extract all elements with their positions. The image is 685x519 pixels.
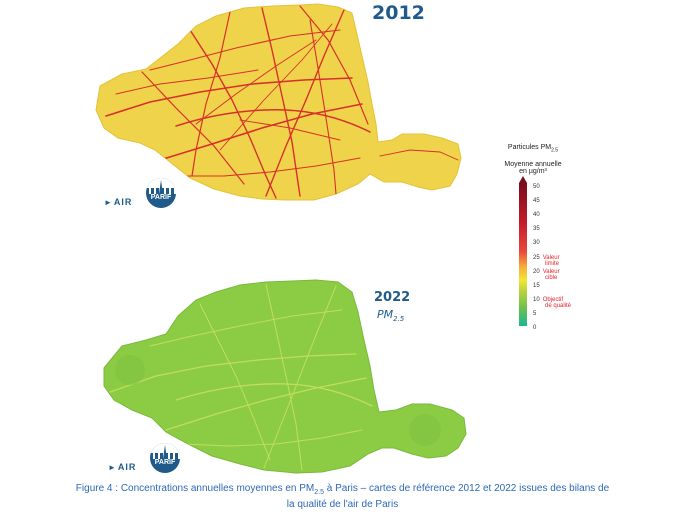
bois-de-vincennes-patch: [409, 414, 441, 446]
figure-caption: Figure 4 : Concentrations annuelles moye…: [75, 483, 610, 510]
tick-0: 0: [533, 325, 537, 331]
tick-25: 25 Valeur limite: [533, 255, 560, 267]
tick-30: 30: [533, 240, 540, 246]
map-2012: [95, 3, 462, 201]
bois-de-boulogne-patch: [115, 355, 145, 385]
colorbar-arrow: [519, 176, 527, 183]
year-label-2012: 2012: [372, 2, 425, 24]
legend: Particules PM2.5 Moyenne annuelle en µg/…: [488, 144, 598, 175]
airparif-logo-2012: ►AIR PARIF: [104, 178, 184, 222]
year-label-2022: 2022: [374, 290, 411, 305]
tick-10: 10 Objectif de qualité: [533, 297, 572, 309]
tick-35: 35: [533, 226, 540, 232]
map-2012-roads: [105, 5, 459, 199]
map-2022: [103, 279, 467, 474]
tick-20: 20 Valeur cible: [533, 269, 560, 281]
colorbar: [519, 183, 527, 326]
legend-title: Particules PM2.5: [507, 144, 559, 154]
arrow-icon: ►: [104, 198, 113, 207]
arrow-icon: ►: [108, 463, 117, 472]
tick-15: 15: [533, 283, 540, 289]
pollutant-label: PM2.5: [377, 308, 405, 324]
eiffel-tower-icon: PARIF: [146, 178, 176, 208]
tick-50: 50: [533, 184, 540, 190]
legend-subtitle: Moyenne annuelle: [504, 161, 562, 169]
tick-45: 45: [533, 198, 540, 204]
eiffel-tower-icon: PARIF: [150, 443, 180, 473]
tick-5: 5: [533, 311, 537, 317]
map-2022-area: [103, 279, 467, 474]
legend-unit: en µg/m³: [519, 168, 547, 176]
airparif-logo-2022: ►AIR PARIF: [108, 443, 188, 487]
tick-40: 40: [533, 212, 540, 218]
map-2022-roads: [109, 283, 373, 471]
